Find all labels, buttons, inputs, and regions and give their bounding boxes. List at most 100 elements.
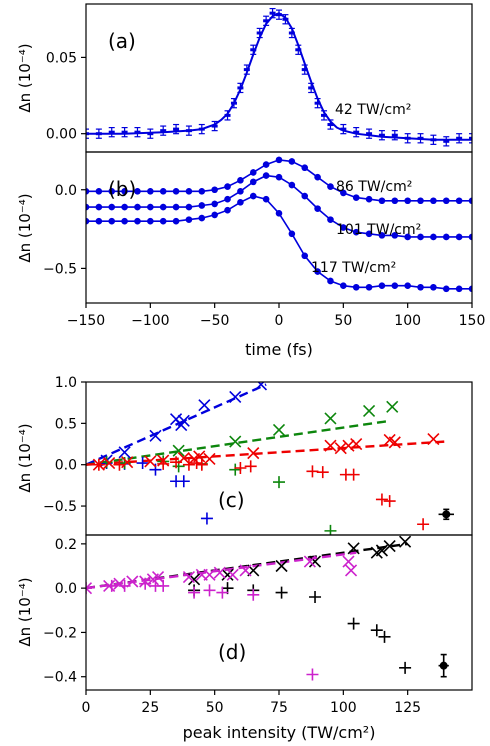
panel-d-plus-marker <box>139 577 152 590</box>
panel-c-plus-marker <box>306 465 319 478</box>
panel-b-point <box>365 230 373 238</box>
panel-d-x-marker <box>226 568 239 581</box>
panel-d-xtick-label: 25 <box>141 700 159 716</box>
panel-d-plus-marker <box>306 668 319 681</box>
panel-b-point <box>391 197 399 205</box>
panel-b-point <box>224 183 231 190</box>
panel-b-ytick-label: 0.0 <box>55 183 77 199</box>
panel-d-ytick-label: 0.2 <box>55 537 77 553</box>
panel-b-point <box>352 228 360 236</box>
panel-b-point <box>404 233 411 241</box>
panel-d-plus-marker <box>370 624 383 637</box>
data-layer <box>86 7 472 681</box>
panel-d-x-marker <box>347 542 360 555</box>
panel-d-plus-marker <box>203 584 216 597</box>
panel-d-x-marker <box>239 564 252 577</box>
panel-b-point <box>468 233 472 241</box>
panel-b-point <box>340 224 347 231</box>
panel-b-point <box>455 285 463 293</box>
panel-b-series-line <box>86 195 472 290</box>
panel-d-x-marker <box>308 555 322 568</box>
panel-b-ytick-label: −0.5 <box>43 261 77 277</box>
panel-a-point <box>301 68 308 72</box>
panel-a-point <box>95 132 102 136</box>
panel-d-x-marker <box>399 535 412 548</box>
panel-d-ref-point <box>439 661 448 670</box>
panel-b-point <box>249 178 257 186</box>
panel-a-frame <box>85 3 473 153</box>
panel-b-point <box>108 203 116 211</box>
panel-a-point <box>321 113 328 117</box>
panel-b-point <box>327 216 334 223</box>
panel-b-point <box>404 282 411 289</box>
panel-c-x-marker <box>363 404 376 418</box>
panel-b-ylabel: Δn (10⁻⁴) <box>16 193 34 262</box>
panel-b-point <box>147 203 154 211</box>
panel-d-plus-marker <box>275 586 288 599</box>
panel-b-point <box>211 186 218 194</box>
panel-a-point <box>353 130 360 134</box>
panel-b-point <box>314 205 321 212</box>
panel-d-plus-marker <box>309 591 322 603</box>
panel-b-point <box>288 181 296 189</box>
panel-d-plus-marker <box>399 661 412 674</box>
panel-a-point <box>340 127 347 131</box>
panel-b-point <box>211 200 218 208</box>
panel-c-ytick-label: −0.5 <box>43 499 77 515</box>
panel-b-point <box>224 195 231 203</box>
panel-a-point <box>366 132 373 136</box>
panel-b-point <box>430 197 437 205</box>
panel-b-point <box>262 195 270 203</box>
panel-a-series-group <box>86 7 472 147</box>
panel-c-x-marker <box>118 446 131 459</box>
panel-a-label: (a) <box>108 29 136 53</box>
panel-c-ylabel: Δn (10⁻⁴) <box>16 423 34 492</box>
panel-d-x-marker <box>303 555 316 568</box>
panel-b-annotation: 101 TW/cm² <box>336 222 421 238</box>
panel-c-x-marker <box>427 432 440 446</box>
panel-b-point <box>327 277 334 285</box>
panel-d-xtick-label: 100 <box>330 700 357 716</box>
panel-c-plus-marker <box>182 458 195 471</box>
panel-a-point <box>282 17 289 21</box>
panel-c-fit-line <box>86 419 390 466</box>
panel-b-point <box>95 203 103 211</box>
panel-b-point <box>301 252 309 260</box>
panel-a-point <box>295 48 302 52</box>
panel-b-point <box>468 197 472 205</box>
panel-b-point <box>185 188 193 195</box>
panel-c-plus-marker <box>200 512 213 525</box>
panel-a-point <box>469 136 472 140</box>
panel-b-point <box>378 197 386 205</box>
panel-b-annotation: 86 TW/cm² <box>336 179 412 195</box>
panel-b-point <box>121 203 128 211</box>
panel-b-point <box>172 217 180 225</box>
panel-b-label: (b) <box>108 177 136 201</box>
panel-a-point <box>417 136 424 140</box>
panel-c-x-marker <box>149 429 162 442</box>
panel-b-point <box>172 203 180 211</box>
panel-c-plus-marker <box>195 458 208 471</box>
panel-b-xtick-label: −100 <box>131 313 169 329</box>
panel-a-fit-line <box>86 12 472 141</box>
panel-a-point <box>134 130 141 134</box>
panel-a-point <box>173 127 180 131</box>
panel-b-point <box>198 214 206 222</box>
panel-b-point <box>442 197 450 205</box>
panel-b-point <box>442 233 450 241</box>
panel-b-xlabel: time (fs) <box>245 340 313 359</box>
panel-b-point <box>95 188 103 195</box>
panel-b-point <box>237 199 244 206</box>
panel-c-plus-marker <box>177 475 190 488</box>
panel-b-point <box>262 172 270 179</box>
panel-c-x-marker <box>144 455 157 468</box>
panel-c-fit-line <box>86 383 267 466</box>
panel-d-plus-marker <box>86 582 92 595</box>
panel-d-x-marker <box>213 566 226 579</box>
panel-a-point <box>404 136 411 140</box>
panel-b-point <box>430 233 437 241</box>
panel-b-point <box>108 217 116 225</box>
panel-b-point <box>417 233 424 241</box>
panel-d-x-marker <box>375 544 388 557</box>
panel-b-point <box>275 173 283 181</box>
